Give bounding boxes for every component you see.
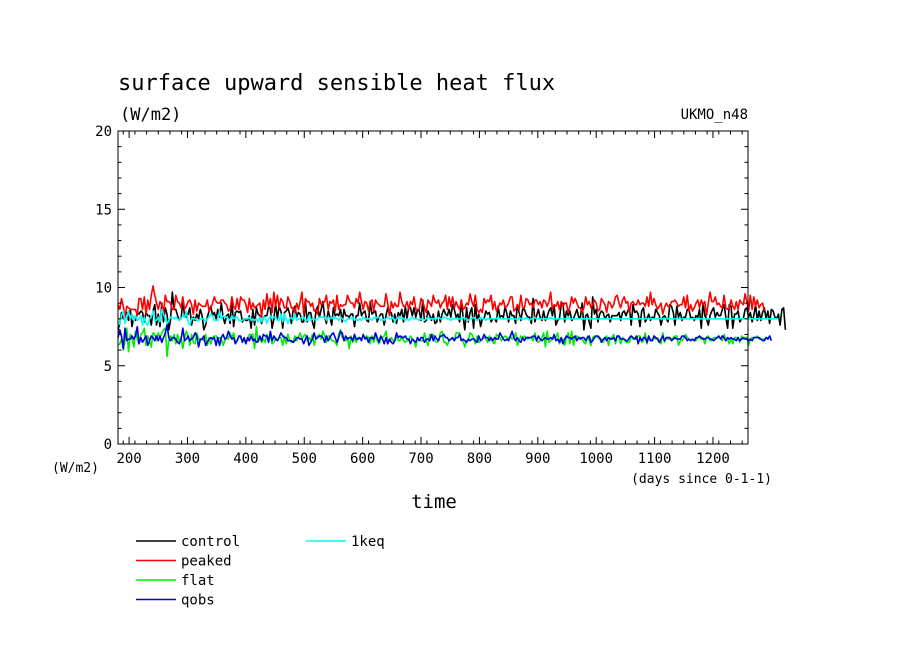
plot-frame	[117, 130, 749, 445]
x-tick-label: 400	[233, 451, 258, 467]
chart-model-label: UKMO_n48	[681, 107, 748, 123]
y-tick-label: 15	[95, 202, 112, 218]
series-line-peaked	[117, 285, 766, 319]
x-tick-label: 900	[525, 451, 550, 467]
series-layer	[117, 285, 787, 358]
x-tick-label: 700	[408, 451, 433, 467]
series-line-1keq	[117, 308, 779, 326]
legend-label-1keq: 1keq	[351, 534, 385, 550]
x-tick-label: 300	[175, 451, 200, 467]
y-tick-label: 20	[95, 124, 112, 140]
x-tick-label: 800	[467, 451, 492, 467]
chart-title: surface upward sensible heat flux	[118, 71, 555, 96]
legend-label-peaked: peaked	[181, 554, 232, 570]
x-axis-title: time	[411, 491, 457, 513]
x-tick-label: 600	[350, 451, 375, 467]
x-axis-units: (days since 0-1-1)	[631, 472, 772, 487]
axis-ticks: 200 300 400 500 600 700 800 900 1000 1100 1200 0 5 10…	[95, 124, 748, 467]
legend-label-qobs: qobs	[181, 593, 215, 609]
x-tick-label: 1100	[638, 451, 672, 467]
x-tick-label: 500	[292, 451, 317, 467]
chart-units-top: (W/m2)	[120, 105, 181, 125]
x-tick-label: 1000	[579, 451, 613, 467]
y-tick-label: 10	[95, 281, 112, 297]
x-tick-label: 1200	[696, 451, 730, 467]
y-axis-unit-label: (W/m2)	[52, 461, 99, 476]
legend: control peaked flat qobs 1keq	[136, 534, 385, 609]
y-tick-label: 0	[104, 437, 112, 453]
x-tick-label: 200	[116, 451, 141, 467]
legend-label-control: control	[181, 534, 240, 550]
y-tick-label: 5	[104, 359, 112, 375]
legend-label-flat: flat	[181, 573, 215, 589]
series-line-qobs	[117, 324, 773, 350]
